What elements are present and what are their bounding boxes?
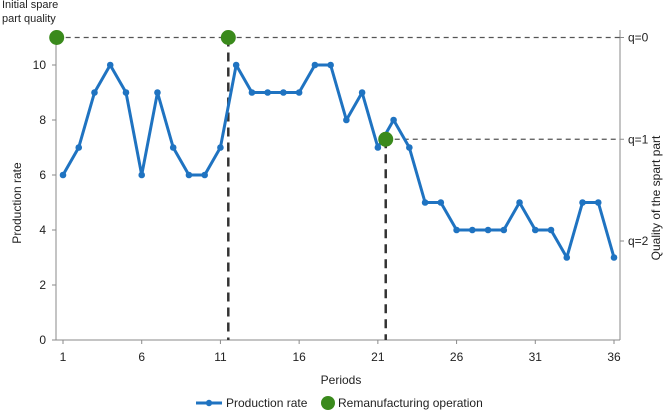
production-rate-point bbox=[579, 199, 586, 206]
production-rate-point bbox=[343, 116, 350, 124]
production-rate-point bbox=[563, 254, 571, 261]
production-rate-point bbox=[516, 199, 523, 206]
x-tick-label: 31 bbox=[529, 350, 543, 364]
y-tick-label: 2 bbox=[39, 278, 46, 292]
production-rate-point bbox=[390, 116, 397, 124]
secondary-y-axis-title: Quality of the spart part bbox=[649, 135, 663, 260]
x-tick-label: 6 bbox=[138, 350, 145, 364]
legend: Production rate Remanufacturing operatio… bbox=[196, 396, 483, 410]
quality-reference-lines: q=0 q=1 q=2 bbox=[56, 31, 649, 248]
x-axis-title: Periods bbox=[321, 373, 362, 387]
production-rate-point bbox=[264, 89, 271, 96]
x-tick-label: 1 bbox=[60, 350, 67, 364]
production-rate-point bbox=[469, 226, 476, 234]
x-tick-label: 21 bbox=[371, 350, 385, 364]
series-production-rate bbox=[59, 61, 618, 261]
remanufacturing-drop-lines bbox=[227, 37, 387, 340]
remanufacturing-markers bbox=[49, 30, 394, 147]
production-rate-point bbox=[484, 226, 492, 234]
y-tick-label: 10 bbox=[33, 58, 47, 72]
y-axis-title: Production rate bbox=[10, 162, 24, 244]
production-rate-point bbox=[374, 144, 382, 151]
production-rate-point bbox=[311, 61, 319, 69]
y-tick-label: 4 bbox=[39, 223, 46, 237]
x-tick-label: 36 bbox=[607, 350, 621, 364]
production-rate-point bbox=[453, 226, 460, 234]
production-rate-point bbox=[59, 171, 67, 179]
production-rate-point bbox=[358, 89, 366, 96]
production-rate-point bbox=[610, 254, 618, 261]
quality-level-label: q=0 bbox=[628, 31, 649, 45]
production-rate-point bbox=[201, 171, 208, 179]
production-rate-point bbox=[122, 89, 130, 96]
remanufacturing-point bbox=[378, 131, 394, 147]
production-rate-point bbox=[138, 171, 146, 179]
production-rate-line bbox=[61, 63, 616, 259]
legend-marker-remanufacturing bbox=[321, 396, 335, 410]
legend-label-remanufacturing: Remanufacturing operation bbox=[338, 396, 483, 410]
production-rate-point bbox=[106, 61, 114, 69]
production-rate-point bbox=[327, 61, 334, 69]
production-rate-point bbox=[75, 144, 83, 151]
axes bbox=[55, 30, 621, 341]
production-rate-point bbox=[547, 226, 555, 234]
quality-level-label: q=2 bbox=[628, 234, 649, 248]
production-rate-point bbox=[531, 226, 539, 234]
legend-label-production-rate: Production rate bbox=[226, 396, 308, 410]
corner-label-line-2: part quality bbox=[2, 13, 56, 25]
remanufacturing-point bbox=[220, 30, 236, 45]
remanufacturing-point bbox=[49, 30, 65, 45]
production-rate-point bbox=[280, 89, 287, 96]
quality-level-label: q=1 bbox=[628, 132, 649, 146]
production-rate-point bbox=[594, 199, 602, 206]
production-rate-point bbox=[500, 226, 508, 234]
x-tick-label: 11 bbox=[214, 350, 227, 364]
y-tick-label: 0 bbox=[39, 333, 46, 347]
production-rate-point bbox=[217, 144, 224, 151]
legend-line-swatch-marker bbox=[205, 399, 213, 407]
corner-label-line-1: Initial spare bbox=[2, 0, 58, 11]
x-tick-label: 26 bbox=[450, 350, 464, 364]
production-rate-point bbox=[248, 89, 256, 96]
production-rate-point bbox=[295, 89, 303, 96]
production-rate-point bbox=[421, 199, 429, 206]
production-rate-point bbox=[185, 171, 193, 179]
y-tick-label: 6 bbox=[39, 168, 46, 182]
y-tick-label: 8 bbox=[39, 113, 46, 127]
production-rate-point bbox=[232, 61, 240, 69]
production-rate-point bbox=[169, 144, 177, 151]
x-tick-label: 16 bbox=[292, 350, 306, 364]
production-rate-point bbox=[91, 89, 98, 96]
production-rate-point bbox=[437, 199, 445, 206]
production-rate-point bbox=[406, 144, 413, 151]
production-rate-point bbox=[154, 89, 161, 96]
